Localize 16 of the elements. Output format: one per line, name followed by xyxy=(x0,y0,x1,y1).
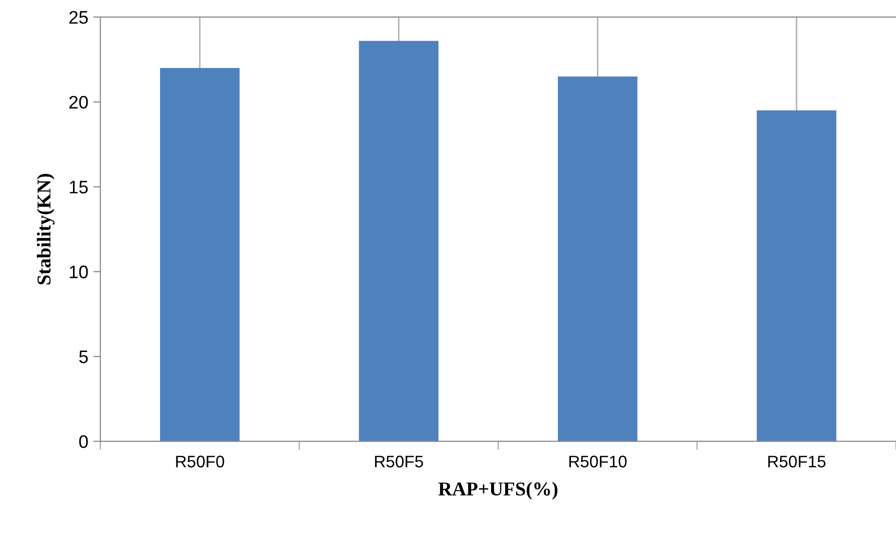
y-tick-label: 10 xyxy=(70,266,88,278)
bar xyxy=(756,110,836,442)
x-tick-label: R50F15 xyxy=(768,456,826,468)
y-tick-label: 25 xyxy=(69,10,88,24)
y-tick-label: 5 xyxy=(79,350,88,364)
y-tick-label: 20 xyxy=(69,96,88,109)
x-tick-label: R50F10 xyxy=(569,456,627,468)
x-tick-label: R50F5 xyxy=(375,456,424,468)
bar xyxy=(558,76,638,442)
x-axis-title: RAP+UFS(%) xyxy=(438,482,558,500)
bar xyxy=(358,40,438,442)
y-tick-label: 15 xyxy=(70,180,88,194)
x-tick-label: R50F0 xyxy=(176,456,224,468)
y-tick-label: 0 xyxy=(79,435,88,448)
bar xyxy=(160,68,240,442)
y-axis-title: Stability(KN) xyxy=(36,174,55,284)
